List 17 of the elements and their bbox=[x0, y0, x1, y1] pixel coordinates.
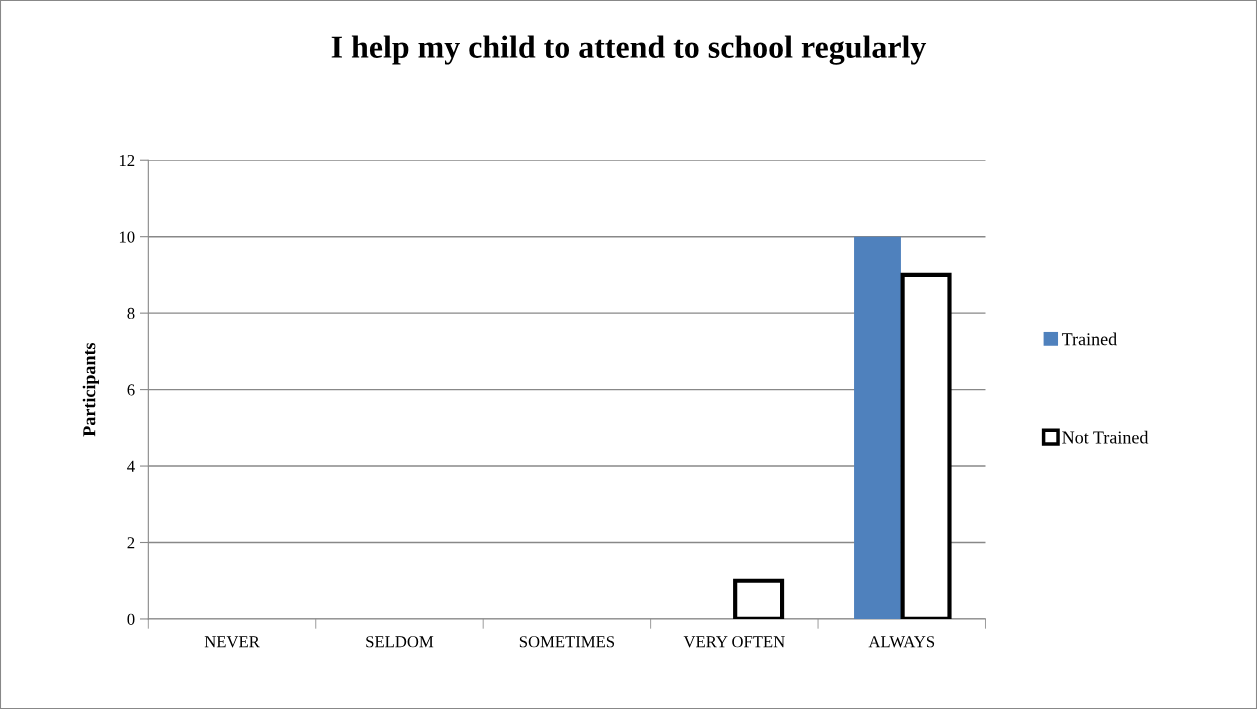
y-tick-label: 0 bbox=[127, 613, 135, 625]
y-tick-label: 12 bbox=[119, 154, 135, 167]
x-tick-label: SOMETIMES bbox=[519, 636, 615, 648]
bar bbox=[854, 236, 901, 619]
x-tick-label: NEVER bbox=[204, 636, 260, 648]
y-tick-label: 8 bbox=[127, 307, 135, 320]
legend-label: Not Trained bbox=[1062, 430, 1149, 444]
y-tick-label: 10 bbox=[119, 231, 135, 243]
chart-title: I help my child to attend to school regularly bbox=[331, 35, 927, 65]
x-tick-label: ALWAYS bbox=[868, 636, 935, 648]
y-tick-label: 2 bbox=[127, 537, 135, 549]
y-tick-label: 4 bbox=[127, 460, 135, 472]
x-tick-label: SELDOM bbox=[366, 636, 434, 648]
x-tick-label: VERY OFTEN bbox=[683, 636, 785, 648]
legend-label: Trained bbox=[1061, 332, 1117, 346]
y-axis-title: Participants bbox=[82, 342, 100, 437]
y-tick-label: 6 bbox=[127, 384, 135, 396]
